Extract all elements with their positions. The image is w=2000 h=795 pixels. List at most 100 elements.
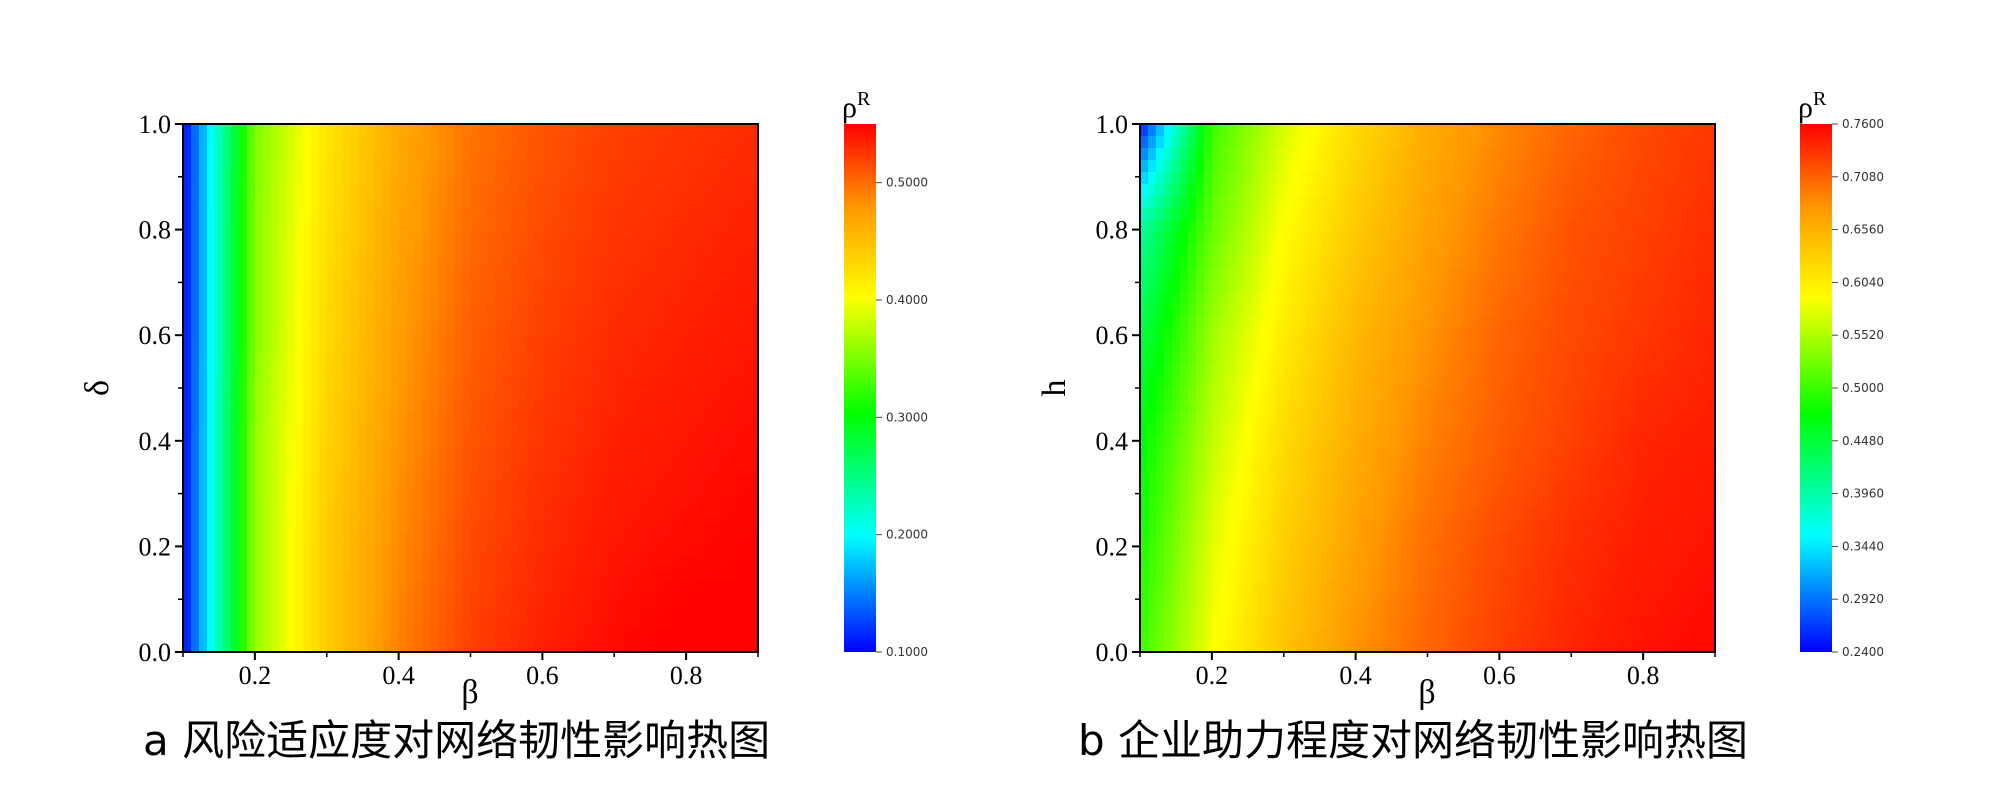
heatmap-cell xyxy=(494,496,503,509)
heatmap-cell xyxy=(726,472,735,485)
heatmap-cell xyxy=(1236,196,1245,209)
heatmap-cell xyxy=(1483,376,1492,389)
heatmap-cell xyxy=(1220,148,1229,161)
heatmap-cell xyxy=(1467,280,1476,293)
heatmap-cell xyxy=(574,220,583,233)
heatmap-cell xyxy=(686,496,695,509)
heatmap-cell xyxy=(734,316,743,329)
heatmap-cell xyxy=(1292,172,1301,185)
heatmap-cell xyxy=(566,640,575,653)
heatmap-cell xyxy=(710,136,719,149)
heatmap-cell xyxy=(447,136,456,149)
heatmap-cell xyxy=(1244,160,1253,173)
heatmap-cell xyxy=(1404,412,1413,425)
heatmap-cell xyxy=(1555,208,1564,221)
heatmap-cell xyxy=(1268,172,1277,185)
heatmap-cell xyxy=(518,544,527,557)
heatmap-cell xyxy=(415,328,424,341)
heatmap-cell xyxy=(1515,148,1524,161)
heatmap-cell xyxy=(742,436,751,449)
heatmap-cell xyxy=(1292,412,1301,425)
heatmap-cell xyxy=(1428,364,1437,377)
heatmap-cell xyxy=(510,496,519,509)
heatmap-cell xyxy=(303,460,312,473)
heatmap-cell xyxy=(223,232,232,245)
heatmap-cell xyxy=(231,448,240,461)
heatmap-cell xyxy=(463,292,472,305)
heatmap-cell xyxy=(279,412,288,425)
heatmap-cell xyxy=(1292,256,1301,269)
heatmap-cell xyxy=(582,352,591,365)
heatmap-cell xyxy=(518,364,527,377)
heatmap-cell xyxy=(287,556,296,569)
heatmap-cell xyxy=(606,172,615,185)
heatmap-cell xyxy=(215,508,224,521)
heatmap-cell xyxy=(1467,148,1476,161)
heatmap-cell xyxy=(550,424,559,437)
heatmap-cell xyxy=(471,448,480,461)
heatmap-cell xyxy=(1523,304,1532,317)
heatmap-cell xyxy=(566,148,575,161)
heatmap-cell xyxy=(686,388,695,401)
heatmap-cell xyxy=(742,400,751,413)
heatmap-cell xyxy=(199,268,208,281)
heatmap-cell xyxy=(279,436,288,449)
heatmap-cell xyxy=(494,448,503,461)
heatmap-cell xyxy=(518,520,527,533)
heatmap-cell xyxy=(702,400,711,413)
heatmap-cell xyxy=(271,472,280,485)
heatmap-cell xyxy=(239,496,248,509)
heatmap-cell xyxy=(654,184,663,197)
heatmap-cell xyxy=(526,328,535,341)
heatmap-cell xyxy=(638,280,647,293)
heatmap-cell xyxy=(1683,220,1692,233)
heatmap-cell xyxy=(654,592,663,605)
heatmap-cell xyxy=(534,520,543,533)
heatmap-cell xyxy=(463,484,472,497)
heatmap-cell xyxy=(1156,268,1165,281)
heatmap-cell xyxy=(391,640,400,653)
heatmap-cell xyxy=(1276,136,1285,149)
heatmap-cell xyxy=(303,160,312,173)
heatmap-cell xyxy=(494,388,503,401)
heatmap-cell xyxy=(215,448,224,461)
heatmap-cell xyxy=(1451,196,1460,209)
heatmap-cell xyxy=(255,484,264,497)
heatmap-cell xyxy=(1260,124,1269,137)
heatmap-cell xyxy=(734,604,743,617)
heatmap-cell xyxy=(239,508,248,521)
heatmap-cell xyxy=(1651,208,1660,221)
heatmap-cell xyxy=(494,568,503,581)
heatmap-cell xyxy=(1316,316,1325,329)
heatmap-cell xyxy=(1555,124,1564,137)
heatmap-cell xyxy=(215,220,224,233)
heatmap-cell xyxy=(1547,208,1556,221)
heatmap-cell xyxy=(1196,352,1205,365)
heatmap-cell xyxy=(1428,244,1437,257)
heatmap-cell xyxy=(1388,352,1397,365)
heatmap-cell xyxy=(702,424,711,437)
heatmap-cell xyxy=(710,520,719,533)
heatmap-cell xyxy=(1292,400,1301,413)
heatmap-cell xyxy=(447,328,456,341)
heatmap-cell xyxy=(207,580,216,593)
heatmap-cell xyxy=(742,196,751,209)
heatmap-cell xyxy=(566,340,575,353)
heatmap-cell xyxy=(742,388,751,401)
heatmap-cell xyxy=(486,604,495,617)
heatmap-cell xyxy=(455,544,464,557)
heatmap-cell xyxy=(1404,400,1413,413)
heatmap-cell xyxy=(550,400,559,413)
heatmap-cell xyxy=(1252,280,1261,293)
heatmap-cell xyxy=(199,280,208,293)
heatmap-cell xyxy=(399,376,408,389)
heatmap-cell xyxy=(478,580,487,593)
heatmap-cell xyxy=(391,484,400,497)
heatmap-cell xyxy=(478,376,487,389)
heatmap-cell xyxy=(1148,220,1157,233)
heatmap-cell xyxy=(1372,376,1381,389)
heatmap-cell xyxy=(726,328,735,341)
heatmap-cell xyxy=(455,292,464,305)
heatmap-cell xyxy=(1507,340,1516,353)
heatmap-cell xyxy=(582,484,591,497)
